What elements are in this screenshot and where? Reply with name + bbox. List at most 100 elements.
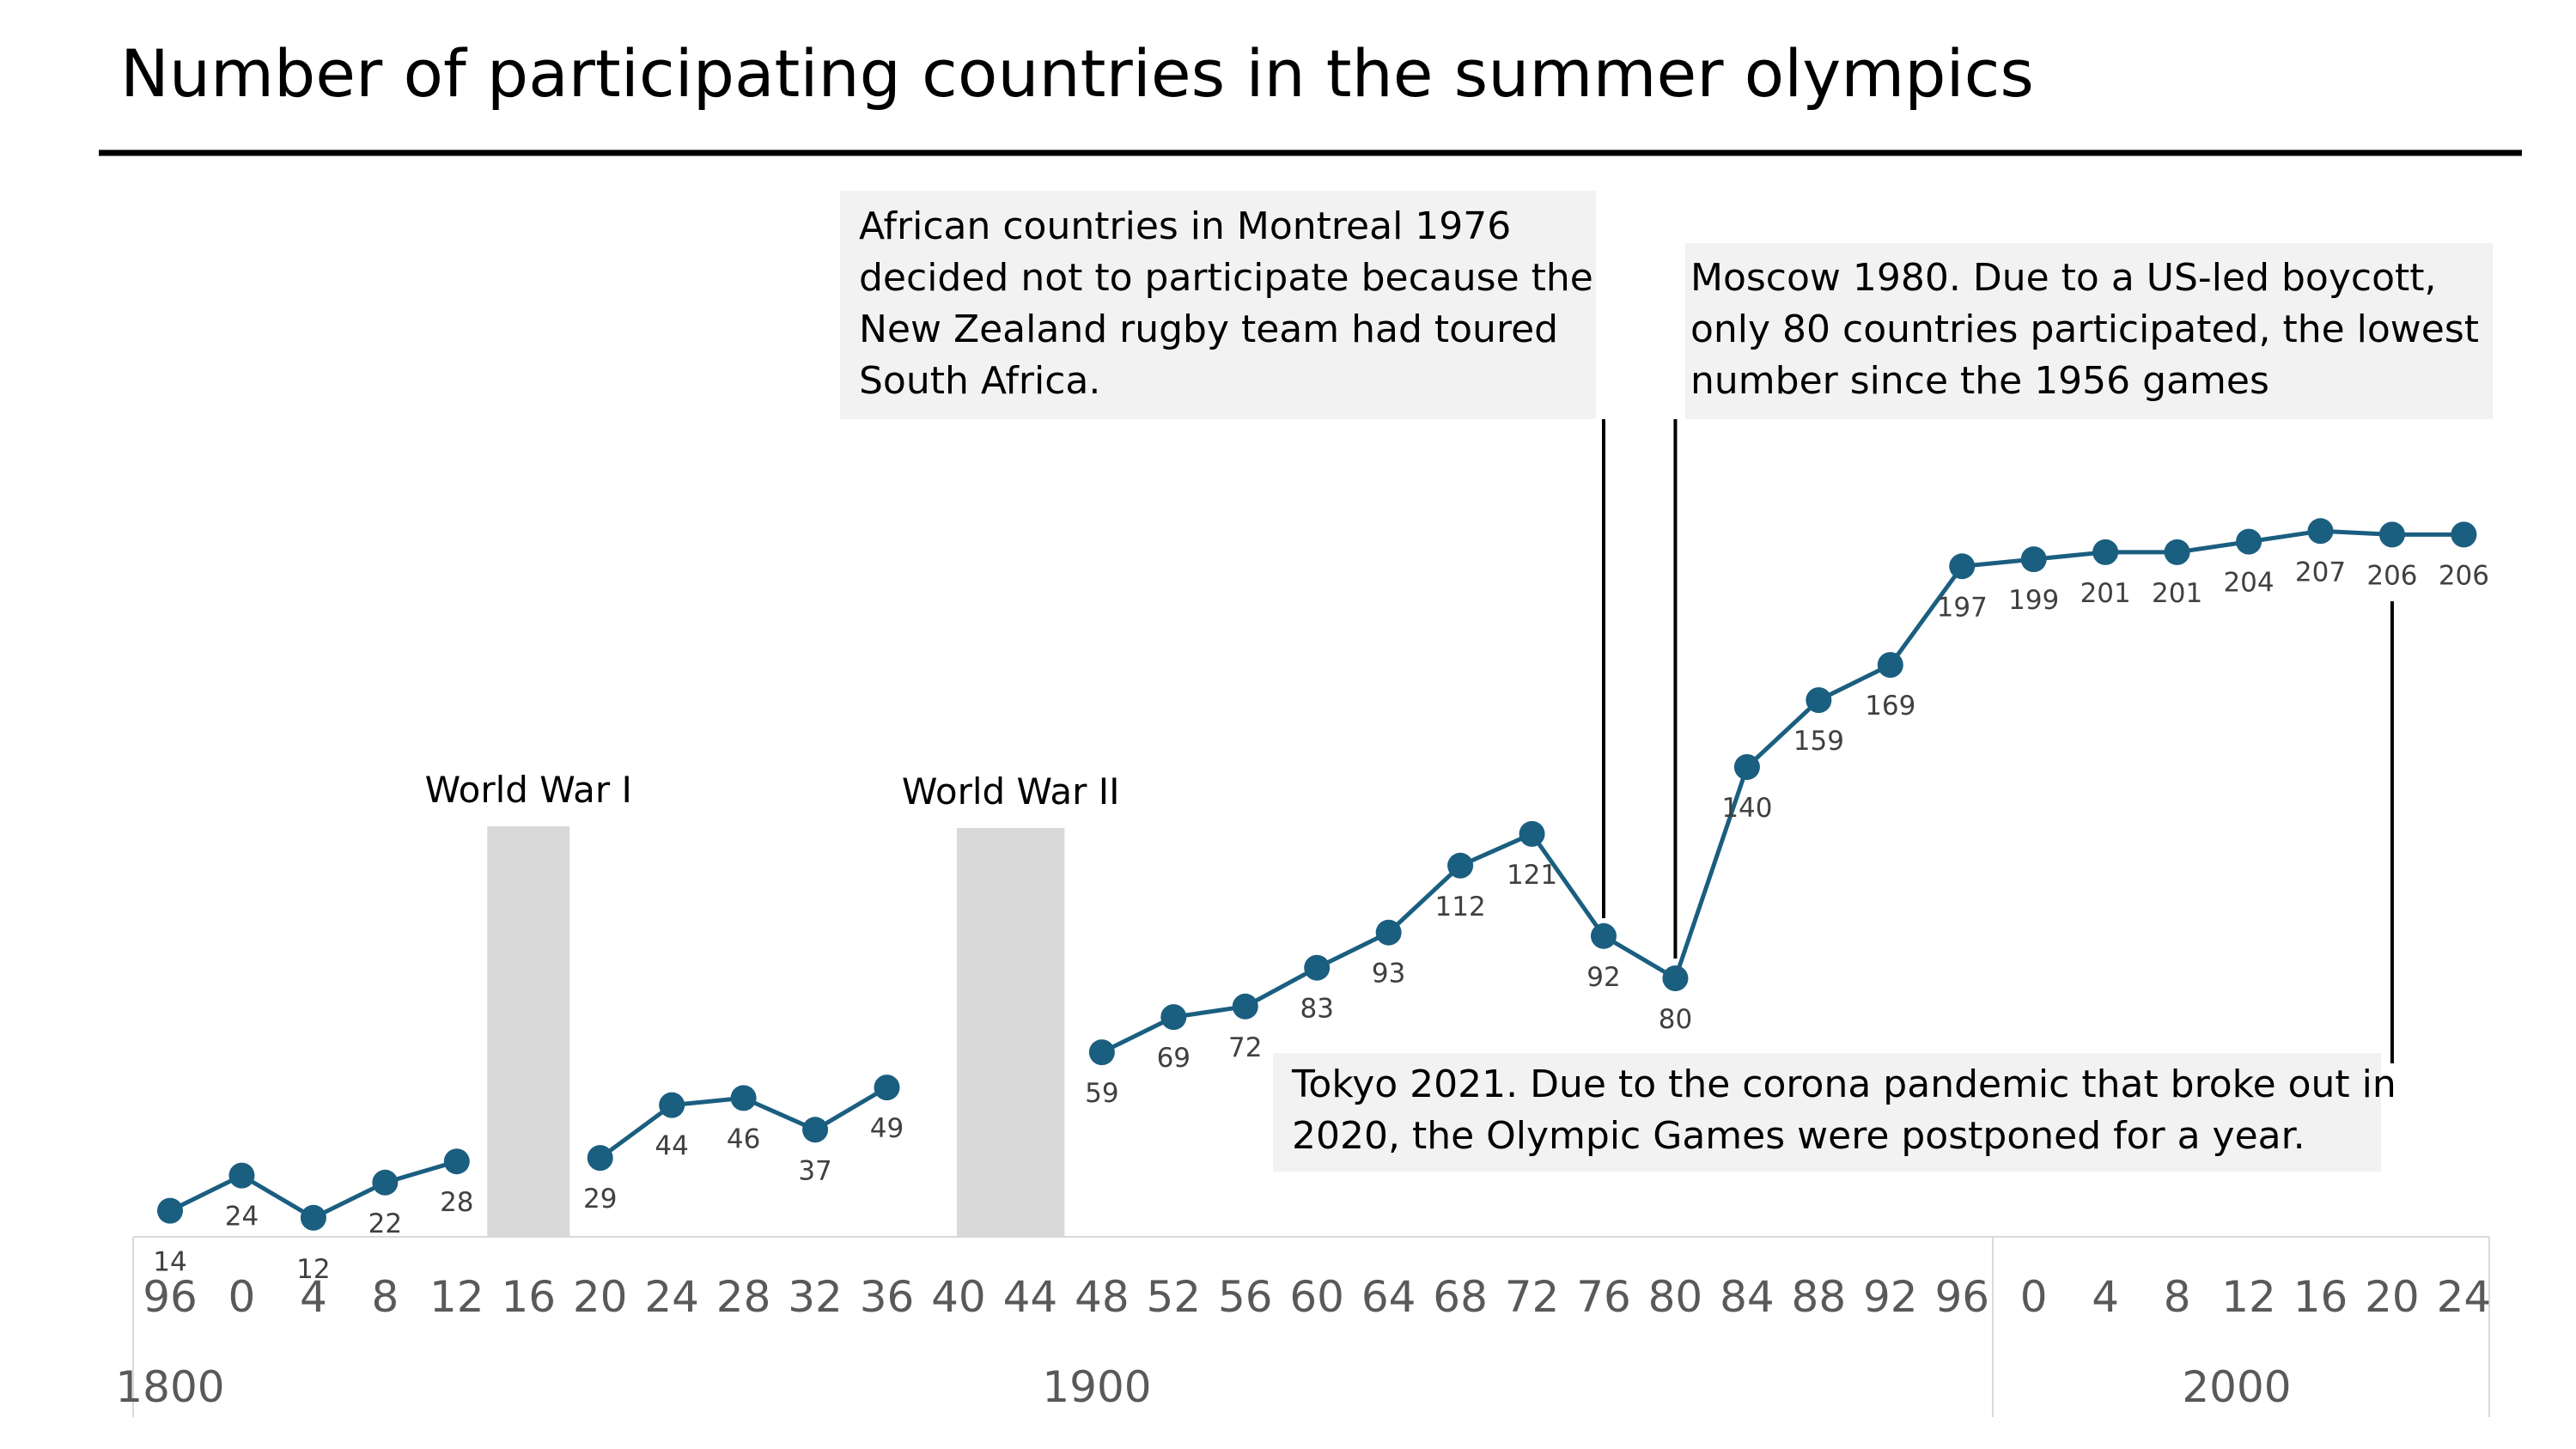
data-point (2092, 539, 2119, 565)
data-point (1662, 965, 1689, 991)
war-band-label: World War II (902, 770, 1120, 813)
data-label: 72 (1228, 1032, 1262, 1063)
annotation-text-line: decided not to participate because the (859, 256, 1593, 300)
x-tick-label: 76 (1576, 1272, 1631, 1322)
x-tick-label: 80 (1648, 1272, 1703, 1322)
data-label: 206 (2366, 560, 2417, 591)
data-label: 121 (1507, 860, 1557, 891)
data-point (1591, 922, 1617, 949)
data-label: 14 (153, 1247, 186, 1278)
x-tick-label: 52 (1146, 1272, 1201, 1322)
data-label: 24 (225, 1202, 259, 1233)
data-point (1232, 993, 1258, 1020)
x-tick-label: 8 (2164, 1272, 2191, 1322)
data-label: 92 (1586, 962, 1620, 993)
data-label: 207 (2295, 557, 2346, 588)
data-point (443, 1148, 470, 1175)
data-label: 44 (655, 1131, 688, 1162)
annotation-text-line: African countries in Montreal 1976 (859, 204, 1511, 248)
annotation-box (1685, 243, 2493, 419)
x-tick-label: 24 (2437, 1272, 2492, 1322)
x-tick-label: 16 (501, 1272, 556, 1322)
data-point (1949, 553, 1976, 580)
war-band-label: World War I (425, 769, 632, 811)
annotation-text-line: New Zealand rugby team had toured (859, 307, 1558, 351)
data-label: 169 (1865, 691, 1915, 721)
data-point (802, 1117, 829, 1143)
annotation-box (840, 191, 1596, 419)
annotation-text-line: South Africa. (859, 359, 1100, 403)
data-point (1375, 919, 1402, 946)
data-label: 204 (2223, 568, 2274, 599)
x-tick-label: 92 (1863, 1272, 1918, 1322)
century-label: 2000 (2182, 1362, 2291, 1412)
annotation-text-line: only 80 countries participated, the lowe… (1690, 307, 2479, 351)
x-tick-label: 84 (1720, 1272, 1775, 1322)
century-label: 1900 (1042, 1362, 1151, 1412)
data-point (1519, 820, 1545, 847)
x-tick-label: 56 (1218, 1272, 1273, 1322)
data-point (2020, 546, 2047, 573)
data-label: 28 (440, 1187, 473, 1218)
data-point (1160, 1004, 1187, 1031)
data-point (2307, 518, 2334, 545)
x-tick-label: 12 (429, 1272, 484, 1322)
x-tick-label: 28 (716, 1272, 771, 1322)
data-point (1733, 754, 1760, 780)
data-label: 197 (1937, 592, 1988, 623)
x-tick-label: 72 (1505, 1272, 1560, 1322)
data-point (2378, 521, 2405, 548)
x-tick-label: 48 (1075, 1272, 1130, 1322)
war-band (487, 826, 570, 1237)
data-point (874, 1075, 900, 1101)
data-label: 69 (1157, 1043, 1191, 1074)
x-tick-label: 4 (300, 1272, 327, 1322)
data-label: 93 (1372, 959, 1405, 989)
data-label: 112 (1435, 892, 1486, 922)
annotation-text-line: Tokyo 2021. Due to the corona pandemic t… (1291, 1062, 2396, 1106)
data-point (372, 1169, 399, 1196)
x-tick-label: 32 (788, 1272, 843, 1322)
data-point (730, 1085, 757, 1111)
x-tick-label: 44 (1003, 1272, 1058, 1322)
x-tick-label: 4 (2092, 1272, 2119, 1322)
data-label: 199 (2008, 585, 2059, 616)
x-tick-label: 40 (931, 1272, 986, 1322)
annotation-box (1273, 1053, 2381, 1172)
data-label: 49 (870, 1113, 904, 1144)
x-tick-label: 20 (573, 1272, 628, 1322)
x-tick-label: 96 (1934, 1272, 1989, 1322)
x-tick-label: 20 (2365, 1272, 2420, 1322)
chart-title: Number of participating countries in the… (120, 35, 2034, 112)
x-tick-label: 24 (644, 1272, 699, 1322)
x-tick-label: 64 (1361, 1272, 1416, 1322)
x-tick-label: 68 (1433, 1272, 1488, 1322)
data-point (659, 1092, 685, 1118)
data-point (1877, 652, 1903, 679)
data-point (1806, 687, 1832, 714)
data-label: 201 (2080, 578, 2131, 609)
war-band (956, 828, 1065, 1238)
x-tick-label: 0 (228, 1272, 256, 1322)
x-tick-label: 36 (860, 1272, 915, 1322)
data-label: 59 (1085, 1078, 1118, 1109)
annotation-text-line: Moscow 1980. Due to a US-led boycott, (1690, 256, 2436, 300)
annotation-text-line: number since the 1956 games (1690, 359, 2269, 403)
data-label: 201 (2152, 578, 2202, 609)
data-point (2451, 521, 2477, 548)
data-label: 83 (1300, 994, 1333, 1025)
data-point (1088, 1039, 1115, 1066)
data-label: 29 (583, 1184, 617, 1215)
x-tick-label: 8 (371, 1272, 399, 1322)
data-point (587, 1145, 613, 1172)
data-point (300, 1204, 326, 1231)
data-point (2236, 528, 2262, 555)
data-label: 206 (2439, 560, 2489, 591)
x-tick-label: 0 (2020, 1272, 2048, 1322)
data-label: 22 (368, 1209, 402, 1239)
data-point (2164, 539, 2190, 565)
annotation-text-line: 2020, the Olympic Games were postponed f… (1292, 1114, 2305, 1158)
data-label: 140 (1721, 793, 1772, 824)
data-label: 37 (798, 1155, 831, 1186)
